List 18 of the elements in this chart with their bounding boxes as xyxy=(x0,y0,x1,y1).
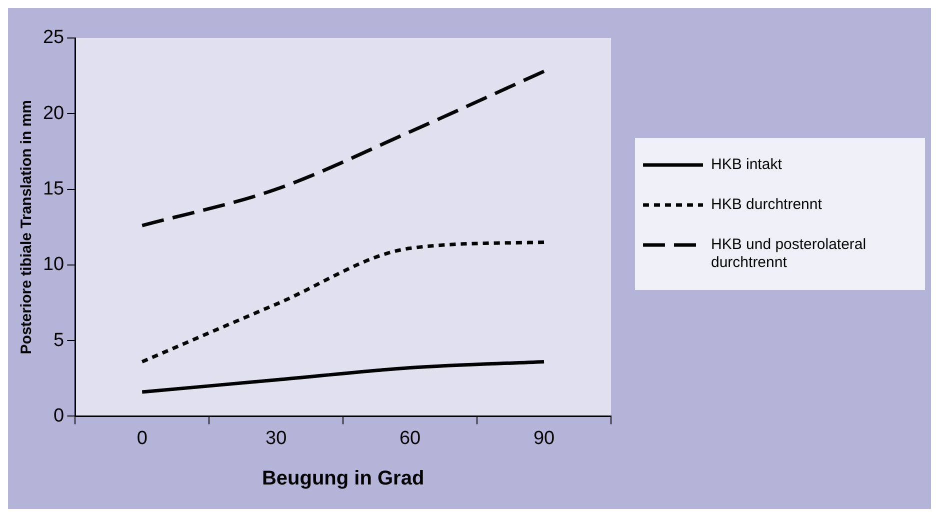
y-tick-label: 5 xyxy=(54,330,64,351)
x-tick-label: 90 xyxy=(533,428,555,449)
y-axis-title: Posteriore tibiale Translation in mm xyxy=(18,100,36,354)
line-series xyxy=(140,240,546,364)
legend-label: HKB durchtrennt xyxy=(711,196,823,214)
line-series xyxy=(140,360,546,394)
y-tick-label: 10 xyxy=(42,254,64,276)
legend-label: HKB intakt xyxy=(711,156,783,174)
x-tick-label: 30 xyxy=(266,428,287,449)
x-tick-label: 0 xyxy=(136,428,148,449)
y-tick-label: 0 xyxy=(54,405,64,426)
y-tick-label: 20 xyxy=(42,102,64,124)
y-tick-label: 25 xyxy=(42,27,64,48)
x-tick-label: 60 xyxy=(399,428,421,449)
line-series xyxy=(140,70,546,228)
legend-label: HKB und posterolateral durchtrennt xyxy=(711,236,868,272)
y-tick-label: 15 xyxy=(42,178,64,200)
x-axis-title: Beugung in Grad xyxy=(262,468,424,490)
